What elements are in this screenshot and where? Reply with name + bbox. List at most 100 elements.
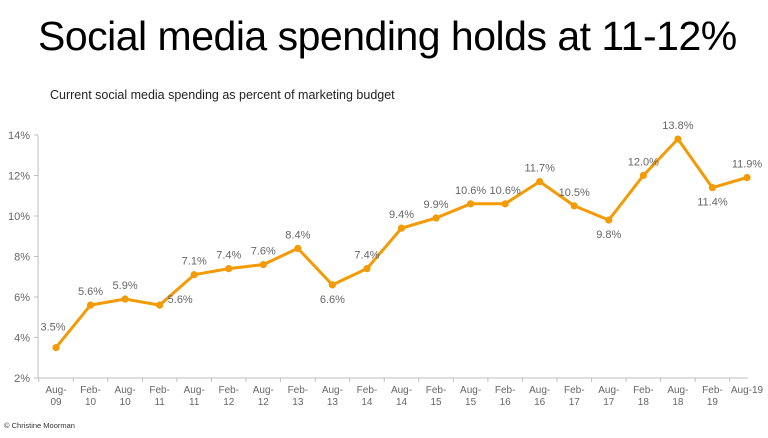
data-label: 12.0% bbox=[628, 157, 659, 169]
data-point bbox=[708, 184, 717, 192]
data-label: 9.4% bbox=[389, 209, 414, 221]
x-tick-label: Aug-18 bbox=[667, 385, 688, 408]
x-tick-label-line: Feb- bbox=[80, 385, 101, 396]
x-tick-label-line: Feb- bbox=[218, 385, 239, 396]
x-tick-label-line: Aug- bbox=[667, 385, 688, 396]
x-tick-label: Aug-16 bbox=[529, 385, 550, 408]
data-point bbox=[467, 200, 475, 208]
x-tick-label: Feb-17 bbox=[564, 385, 585, 408]
x-tick-label-line: Aug- bbox=[45, 385, 66, 396]
x-tick-label-line: 11 bbox=[154, 397, 165, 408]
x-tick-label: Aug-13 bbox=[322, 385, 343, 408]
x-tick-label-line: 15 bbox=[465, 397, 477, 408]
data-point bbox=[259, 261, 267, 269]
x-tick-label: Aug-19 bbox=[731, 385, 764, 396]
data-point bbox=[501, 200, 509, 208]
data-point bbox=[743, 173, 751, 182]
y-tick-label: 4% bbox=[14, 333, 30, 345]
series-line bbox=[54, 137, 749, 350]
x-tick-label-line: 19 bbox=[707, 397, 719, 408]
x-tick-label: Feb-12 bbox=[218, 385, 239, 408]
x-tick-label: Feb-11 bbox=[149, 385, 170, 408]
data-point bbox=[536, 177, 544, 186]
data-label: 10.5% bbox=[559, 187, 590, 199]
data-label: 10.6% bbox=[490, 185, 521, 197]
data-point bbox=[156, 301, 164, 309]
y-tick-label: 2% bbox=[14, 373, 30, 385]
x-tick-label-line: Feb- bbox=[702, 385, 723, 396]
y-tick-label: 8% bbox=[14, 252, 30, 264]
x-tick-label: Aug-15 bbox=[460, 385, 481, 408]
x-tick-label-line: Aug- bbox=[253, 385, 274, 396]
x-tick-label-line: 15 bbox=[430, 397, 442, 408]
x-tick-label-line: 18 bbox=[638, 397, 650, 408]
x-tick-label-line: 17 bbox=[603, 397, 615, 408]
data-label: 11.9% bbox=[732, 159, 763, 171]
data-label: 9.9% bbox=[424, 199, 449, 211]
chart-title: Social media spending holds at 11-12% bbox=[38, 13, 737, 59]
x-tick-label-line: 13 bbox=[292, 397, 304, 408]
data-point bbox=[605, 216, 613, 224]
x-tick-label-line: Aug- bbox=[529, 385, 550, 396]
x-tick-label-line: 16 bbox=[534, 397, 546, 408]
y-tick-label: 6% bbox=[14, 292, 30, 304]
x-tick-label-line: 09 bbox=[50, 397, 62, 408]
data-point bbox=[121, 295, 129, 303]
x-tick-label: Aug-12 bbox=[253, 385, 274, 408]
x-tick-label: Feb-19 bbox=[702, 385, 723, 408]
x-tick-label: Feb-18 bbox=[633, 385, 654, 408]
x-tick-label-line: Feb- bbox=[426, 385, 447, 396]
x-tick-label-line: 17 bbox=[569, 397, 581, 408]
y-tick-label: 10% bbox=[8, 211, 30, 223]
x-tick-label: Feb-16 bbox=[495, 385, 516, 408]
data-point bbox=[432, 214, 440, 222]
x-tick-label-line: Aug- bbox=[184, 385, 205, 396]
data-point bbox=[674, 135, 682, 143]
x-tick-label-line: 14 bbox=[396, 397, 408, 408]
x-tick-label: Feb-10 bbox=[80, 385, 101, 408]
data-point bbox=[397, 224, 406, 232]
data-label: 10.6% bbox=[455, 185, 486, 197]
x-tick-label-line: 18 bbox=[672, 397, 684, 408]
x-tick-label-line: 10 bbox=[85, 397, 97, 408]
x-tick-label-line: Feb- bbox=[357, 385, 378, 396]
data-label: 3.5% bbox=[40, 322, 65, 334]
data-label: 5.6% bbox=[168, 294, 193, 306]
x-tick-label: Aug-10 bbox=[115, 385, 136, 408]
x-tick-label-line: Feb- bbox=[633, 385, 654, 396]
data-label: 7.1% bbox=[182, 256, 207, 268]
x-tick-label-line: Aug- bbox=[115, 385, 136, 396]
data-label: 11.7% bbox=[525, 163, 556, 175]
data-point bbox=[639, 171, 647, 180]
data-label: 7.4% bbox=[216, 250, 241, 262]
data-point bbox=[570, 202, 578, 210]
x-tick-label: Aug-17 bbox=[598, 385, 619, 408]
x-tick-label-line: Aug- bbox=[460, 385, 481, 396]
x-tick-label-line: Aug- bbox=[598, 385, 619, 396]
x-tick-label-line: 12 bbox=[258, 397, 270, 408]
y-tick-label: 12% bbox=[8, 171, 30, 183]
x-tick-label-line: 14 bbox=[361, 397, 373, 408]
data-point bbox=[225, 265, 233, 273]
chart-subtitle: Current social media spending as percent… bbox=[50, 88, 395, 102]
x-tick-label-line: 10 bbox=[120, 397, 132, 408]
copyright-note: © Christine Moorman bbox=[4, 421, 75, 430]
data-point bbox=[363, 265, 371, 273]
data-point bbox=[86, 301, 95, 309]
x-tick-label-line: 12 bbox=[223, 397, 235, 408]
data-point bbox=[294, 244, 302, 252]
data-point bbox=[52, 344, 60, 352]
data-label: 8.4% bbox=[285, 229, 310, 241]
data-label: 5.9% bbox=[113, 280, 138, 292]
x-tick-label-line: Feb- bbox=[149, 385, 170, 396]
data-label: 13.8% bbox=[662, 120, 693, 132]
y-tick-label: 14% bbox=[8, 130, 30, 142]
data-label: 11.4% bbox=[697, 197, 728, 209]
x-tick-label: Feb-15 bbox=[426, 385, 447, 408]
x-tick-label-line: Aug- bbox=[391, 385, 412, 396]
x-tick-label-line: Feb- bbox=[495, 385, 516, 396]
x-tick-label-line: Feb- bbox=[288, 385, 309, 396]
data-point bbox=[328, 281, 336, 289]
x-tick-label-line: 13 bbox=[327, 397, 339, 408]
data-point bbox=[190, 271, 198, 279]
